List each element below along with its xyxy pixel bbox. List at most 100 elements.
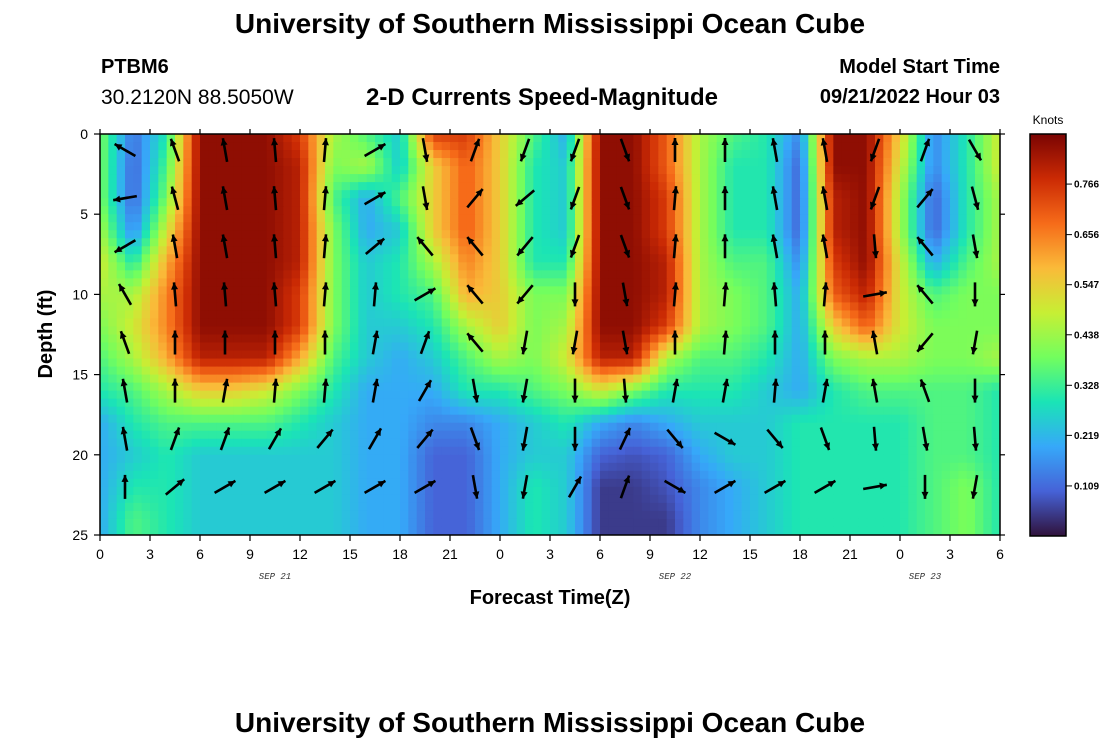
heatmap-cell	[833, 166, 843, 175]
heatmap-cell	[216, 454, 226, 464]
heatmap-cell	[283, 230, 293, 239]
heatmap-cell	[466, 262, 476, 271]
heatmap-cell	[775, 398, 784, 408]
heatmap-cell	[800, 206, 809, 215]
heatmap-cell	[941, 246, 951, 255]
heatmap-cell	[350, 366, 359, 376]
heatmap-cell	[575, 262, 584, 271]
heatmap-cell	[700, 398, 709, 408]
heatmap-cell	[633, 206, 643, 215]
heatmap-cell	[133, 422, 143, 432]
heatmap-cell	[641, 158, 651, 167]
heatmap-cell	[775, 350, 784, 360]
heatmap-cell	[158, 470, 168, 480]
heatmap-cell	[141, 318, 151, 328]
heatmap-cell	[750, 390, 759, 400]
heatmap-cell	[716, 366, 726, 376]
heatmap-cell	[750, 326, 759, 336]
heatmap-cell	[925, 206, 934, 215]
heatmap-cell	[566, 374, 576, 384]
heatmap-cell	[425, 214, 434, 223]
heatmap-cell	[758, 222, 768, 231]
heatmap-cell	[208, 294, 218, 304]
heatmap-cell	[508, 214, 518, 223]
heatmap-cell	[683, 214, 693, 223]
heatmap-cell	[225, 142, 234, 151]
heatmap-cell	[808, 174, 818, 183]
heatmap-cell	[275, 446, 284, 456]
heatmap-cell	[900, 382, 909, 392]
heatmap-cell	[408, 142, 418, 151]
heatmap-cell	[800, 334, 809, 344]
heatmap-cell	[666, 470, 676, 480]
heatmap-cell	[725, 430, 734, 440]
heatmap-cell	[991, 414, 1000, 424]
heatmap-cell	[991, 206, 1000, 215]
heatmap-cell	[516, 486, 526, 496]
heatmap-cell	[316, 478, 326, 488]
heatmap-cell	[858, 438, 868, 448]
heatmap-cell	[458, 342, 468, 352]
heatmap-cell	[208, 246, 218, 255]
heatmap-cell	[508, 302, 518, 312]
heatmap-cell	[641, 166, 651, 175]
heatmap-cell	[400, 406, 409, 416]
heatmap-cell	[533, 430, 543, 440]
heatmap-cell	[958, 190, 968, 199]
heatmap-cell	[758, 254, 768, 263]
heatmap-cell	[766, 198, 776, 207]
heatmap-cell	[791, 422, 801, 432]
heatmap-cell	[441, 254, 451, 263]
heatmap-cell	[441, 214, 451, 223]
heatmap-cell	[475, 358, 484, 368]
heatmap-cell	[650, 326, 659, 336]
heatmap-cell	[891, 470, 901, 480]
heatmap-cell	[675, 294, 684, 304]
heatmap-cell	[591, 262, 601, 271]
heatmap-cell	[533, 446, 543, 456]
heatmap-cell	[966, 158, 976, 167]
heatmap-cell	[850, 294, 859, 304]
heatmap-cell	[941, 350, 951, 360]
heatmap-cell	[308, 158, 318, 167]
heatmap-cell	[241, 358, 251, 368]
heatmap-cell	[116, 366, 126, 376]
heatmap-cell	[158, 446, 168, 456]
heatmap-cell	[900, 470, 909, 480]
heatmap-cell	[233, 414, 243, 424]
heatmap-cell	[258, 190, 268, 199]
heatmap-cell	[958, 158, 968, 167]
heatmap-cell	[866, 326, 876, 336]
heatmap-cell	[366, 294, 376, 304]
heatmap-cell	[900, 278, 909, 287]
heatmap-cell	[300, 166, 309, 175]
heatmap-cell	[366, 134, 376, 143]
heatmap-cell	[758, 286, 768, 295]
heatmap-cell	[758, 278, 768, 287]
heatmap-cell	[125, 302, 134, 312]
heatmap-cell	[391, 286, 401, 295]
heatmap-cell	[458, 182, 468, 191]
heatmap-cell	[475, 326, 484, 336]
heatmap-cell	[283, 278, 293, 287]
heatmap-cell	[900, 158, 909, 167]
heatmap-cell	[175, 358, 184, 368]
heatmap-cell	[183, 358, 193, 368]
heatmap-cell	[883, 438, 893, 448]
heatmap-cell	[233, 430, 243, 440]
heatmap-cell	[366, 486, 376, 496]
heatmap-cell	[633, 398, 643, 408]
heatmap-cell	[458, 294, 468, 304]
heatmap-cell	[983, 286, 993, 295]
heatmap-cell	[500, 214, 509, 223]
heatmap-cell	[650, 358, 659, 368]
heatmap-cell	[250, 462, 259, 472]
heatmap-cell	[966, 382, 976, 392]
heatmap-cell	[858, 270, 868, 279]
heatmap-cell	[525, 358, 534, 368]
heatmap-cell	[675, 430, 684, 440]
heatmap-cell	[241, 414, 251, 424]
heatmap-cell	[825, 278, 834, 287]
heatmap-cell	[350, 254, 359, 263]
heatmap-cell	[216, 302, 226, 312]
